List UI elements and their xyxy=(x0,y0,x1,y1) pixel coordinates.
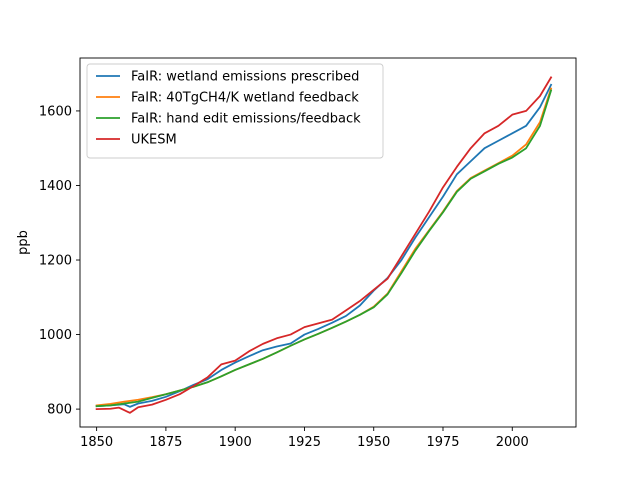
y-tick-label: 1200 xyxy=(39,254,72,269)
legend-label-3: FaIR: hand edit emissions/feedback xyxy=(131,112,361,127)
legend-label-2: FaIR: 40TgCH4/K wetland feedback xyxy=(131,91,359,106)
plot-series-area xyxy=(95,76,553,414)
legend-label-4: UKESM xyxy=(131,133,177,148)
y-tick-label: 1400 xyxy=(39,179,72,194)
x-tick-label: 1900 xyxy=(219,435,252,450)
series-line-1 xyxy=(95,83,553,408)
y-tick-label: 800 xyxy=(47,403,72,418)
y-axis-label: ppb xyxy=(16,230,31,255)
x-tick-label: 1875 xyxy=(149,435,182,450)
plot-frame xyxy=(79,57,577,428)
legend-label-1: FaIR: wetland emissions prescribed xyxy=(131,70,359,85)
x-tick-label: 2000 xyxy=(496,435,529,450)
x-axis: 1850 1875 1900 1925 1950 1975 2000 xyxy=(80,427,529,450)
x-tick-label: 1975 xyxy=(426,435,459,450)
x-tick-label: 1950 xyxy=(357,435,390,450)
x-tick-label: 1850 xyxy=(80,435,113,450)
series-line-3 xyxy=(95,89,553,408)
series-line-4 xyxy=(95,76,553,414)
x-tick-label: 1925 xyxy=(288,435,321,450)
legend: FaIR: wetland emissions prescribed FaIR: … xyxy=(86,63,384,159)
y-axis: 800 1000 1200 1400 1600 xyxy=(39,104,80,418)
y-tick-label: 1600 xyxy=(39,104,72,119)
legend-box xyxy=(86,63,384,159)
y-tick-label: 1000 xyxy=(39,328,72,343)
